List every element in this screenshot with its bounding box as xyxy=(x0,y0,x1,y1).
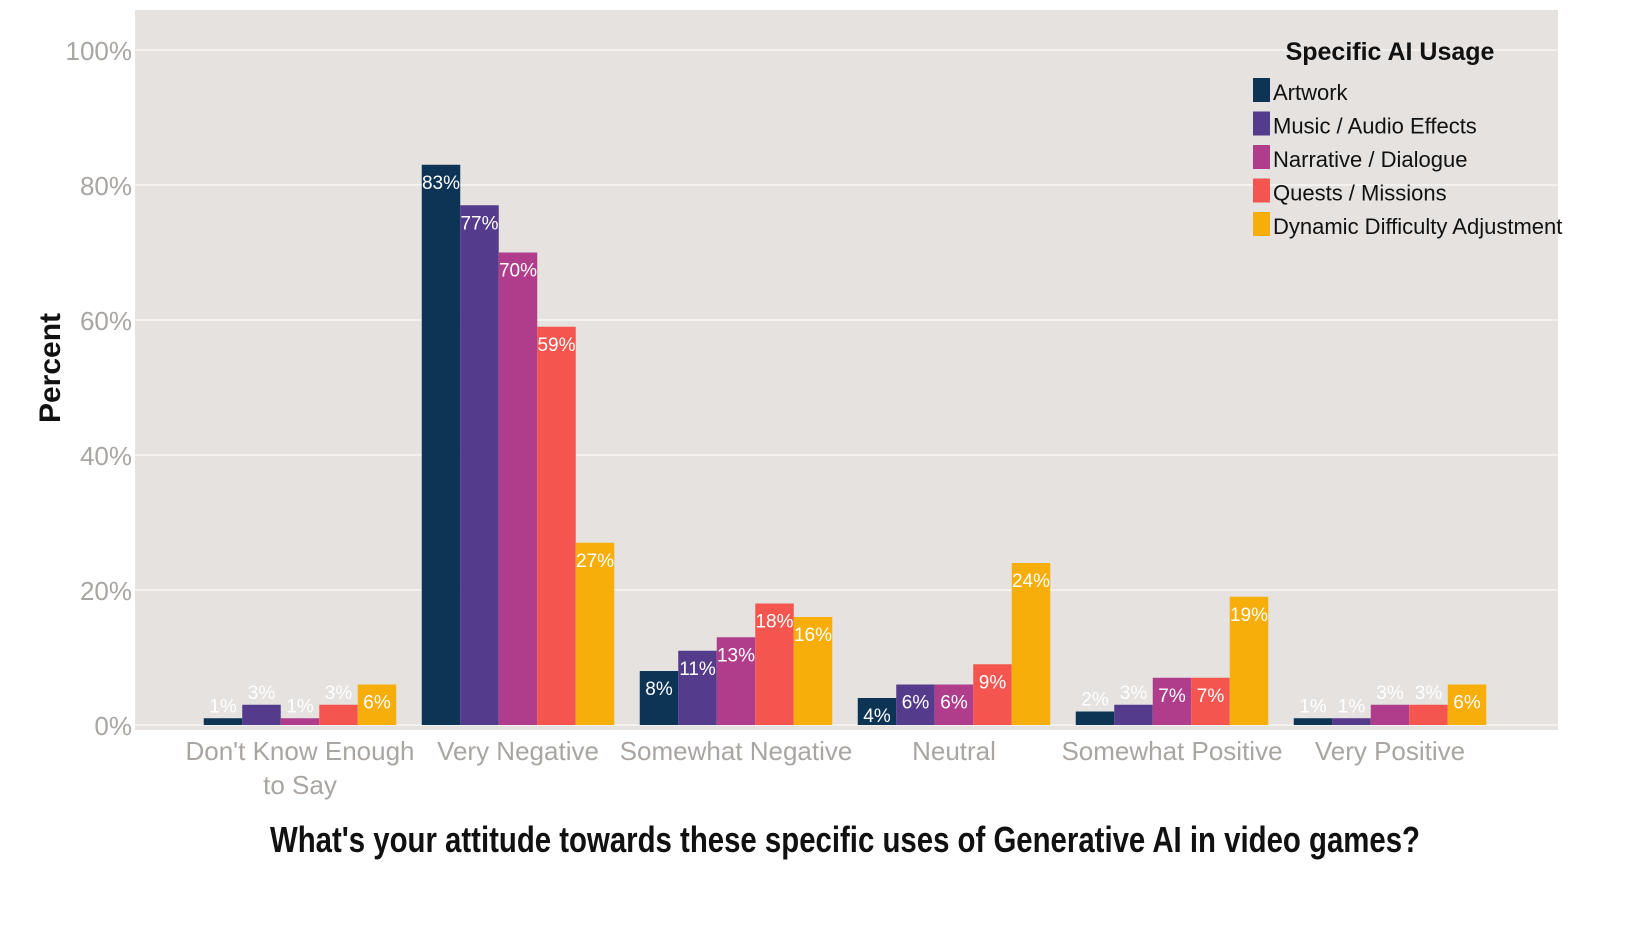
data-label: 6% xyxy=(1453,693,1481,714)
chart-title: What's your attitude towards these speci… xyxy=(270,819,1420,860)
legend-title: Specific AI Usage xyxy=(1286,38,1495,66)
plot-area xyxy=(135,10,1558,730)
x-tick-label: Very Positive xyxy=(1315,736,1465,766)
bar xyxy=(934,684,974,725)
data-label: 1% xyxy=(1299,696,1327,717)
bar xyxy=(203,718,243,725)
bar xyxy=(460,205,499,725)
bar xyxy=(498,252,538,725)
legend-label: Dynamic Difficulty Adjustment xyxy=(1273,214,1562,239)
data-label: 13% xyxy=(717,645,755,666)
bar xyxy=(242,704,281,725)
bar xyxy=(319,704,358,725)
x-tick-label: Don't Know Enough to Say xyxy=(185,736,414,800)
bar xyxy=(575,542,615,725)
data-label: 7% xyxy=(1197,686,1225,707)
legend-item: Narrative / Dialogue xyxy=(1253,145,1467,172)
bar xyxy=(1152,677,1192,725)
bar xyxy=(1114,704,1153,725)
bar xyxy=(1409,704,1448,725)
data-label: 8% xyxy=(645,679,673,700)
y-tick-label: 60% xyxy=(80,306,132,336)
x-tick-label: Neutral xyxy=(912,736,996,766)
bar xyxy=(1011,563,1051,725)
legend-label: Artwork xyxy=(1273,80,1349,105)
data-label: 18% xyxy=(755,612,793,633)
bar xyxy=(1075,711,1115,725)
bar xyxy=(1370,704,1410,725)
y-tick-label: 40% xyxy=(80,441,132,471)
legend-item: Dynamic Difficulty Adjustment xyxy=(1253,212,1562,239)
legend-item: Music / Audio Effects xyxy=(1253,111,1477,139)
bar xyxy=(1191,677,1230,725)
data-label: 3% xyxy=(1415,683,1443,704)
bar xyxy=(857,698,897,725)
data-label: 3% xyxy=(1376,683,1404,704)
x-tick-label: Very Negative xyxy=(437,736,599,766)
bar xyxy=(537,326,576,725)
legend-label: Quests / Missions xyxy=(1273,181,1447,206)
legend-swatch xyxy=(1253,212,1270,236)
bar xyxy=(1293,718,1333,725)
y-tick-label: 0% xyxy=(94,711,132,741)
data-label: 70% xyxy=(499,261,537,282)
y-tick-label: 100% xyxy=(66,36,133,66)
data-label: 77% xyxy=(460,213,498,234)
x-tick-label: Somewhat Positive xyxy=(1061,736,1282,766)
data-label: 6% xyxy=(902,693,930,714)
data-label: 3% xyxy=(325,683,353,704)
y-tick-label: 20% xyxy=(80,576,132,606)
bar xyxy=(639,671,679,725)
legend-swatch xyxy=(1253,178,1270,203)
y-tick-label: 80% xyxy=(80,171,132,201)
data-label: 83% xyxy=(422,173,460,194)
bar xyxy=(1332,718,1371,725)
bar xyxy=(1229,596,1269,725)
bar xyxy=(678,650,717,725)
data-label: 1% xyxy=(1338,696,1366,717)
y-axis-label: Percent xyxy=(34,313,67,423)
data-label: 1% xyxy=(286,696,314,717)
bar xyxy=(1447,684,1487,725)
data-label: 24% xyxy=(1012,571,1050,592)
data-label: 3% xyxy=(248,683,276,704)
legend-label: Music / Audio Effects xyxy=(1273,114,1477,139)
bar xyxy=(716,637,756,725)
data-label: 2% xyxy=(1081,690,1109,711)
data-label: 6% xyxy=(363,693,391,714)
bar xyxy=(755,603,794,725)
data-label: 6% xyxy=(940,693,968,714)
data-label: 16% xyxy=(794,625,832,646)
data-label: 1% xyxy=(209,696,237,717)
bar xyxy=(973,664,1012,725)
x-tick-label: Somewhat Negative xyxy=(620,736,853,766)
legend-swatch xyxy=(1253,145,1270,169)
data-label: 59% xyxy=(537,335,575,356)
data-label: 19% xyxy=(1230,605,1268,626)
legend-item: Quests / Missions xyxy=(1253,178,1447,206)
bar xyxy=(280,718,320,725)
legend-item: Artwork xyxy=(1253,78,1349,105)
bar xyxy=(421,164,461,725)
data-label: 3% xyxy=(1120,683,1148,704)
data-label: 11% xyxy=(679,659,716,680)
data-label: 9% xyxy=(979,672,1007,693)
legend-swatch xyxy=(1253,78,1270,102)
data-label: 7% xyxy=(1158,686,1186,707)
legend-label: Narrative / Dialogue xyxy=(1273,147,1467,172)
bar xyxy=(793,617,833,725)
legend-swatch xyxy=(1253,111,1270,136)
data-label: 4% xyxy=(863,706,891,727)
bar xyxy=(357,684,397,725)
bar xyxy=(896,684,935,725)
data-label: 27% xyxy=(576,551,614,572)
